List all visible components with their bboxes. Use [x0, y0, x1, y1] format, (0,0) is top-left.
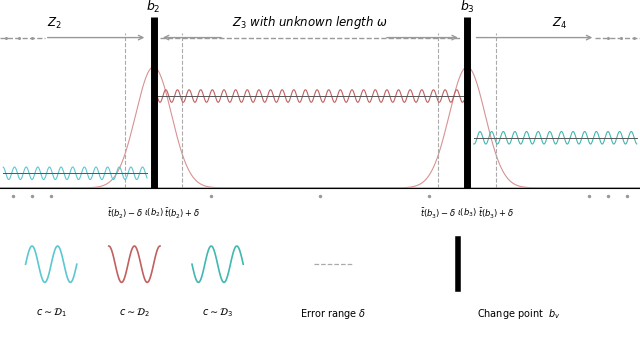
Text: $\bar{t}(b_2)-\delta$: $\bar{t}(b_2)-\delta$ [107, 207, 143, 221]
Text: $b_2$: $b_2$ [147, 0, 161, 14]
Text: $\iota(b_3)$: $\iota(b_3)$ [457, 207, 477, 219]
Text: $Z_3$ with unknown length $\omega$: $Z_3$ with unknown length $\omega$ [232, 14, 388, 31]
Text: $b_3$: $b_3$ [460, 0, 475, 14]
Text: $Z_2$: $Z_2$ [47, 16, 62, 31]
Text: $Z_4$: $Z_4$ [552, 16, 568, 31]
Text: $\bar{t}(b_3)-\delta$: $\bar{t}(b_3)-\delta$ [420, 207, 456, 221]
Text: $\bar{t}(b_2)+\delta$: $\bar{t}(b_2)+\delta$ [164, 207, 200, 221]
Text: $c \sim \mathcal{D}_2$: $c \sim \mathcal{D}_2$ [119, 307, 150, 319]
Text: $\bar{t}(b_3)+\delta$: $\bar{t}(b_3)+\delta$ [478, 207, 514, 221]
Text: $\iota(b_2)$: $\iota(b_2)$ [143, 207, 164, 219]
Text: Change point  $b_v$: Change point $b_v$ [477, 307, 561, 321]
Text: $c \sim \mathcal{D}_1$: $c \sim \mathcal{D}_1$ [36, 307, 67, 319]
Text: Error range $\delta$: Error range $\delta$ [300, 307, 366, 321]
Text: $c \sim \mathcal{D}_3$: $c \sim \mathcal{D}_3$ [202, 307, 233, 319]
